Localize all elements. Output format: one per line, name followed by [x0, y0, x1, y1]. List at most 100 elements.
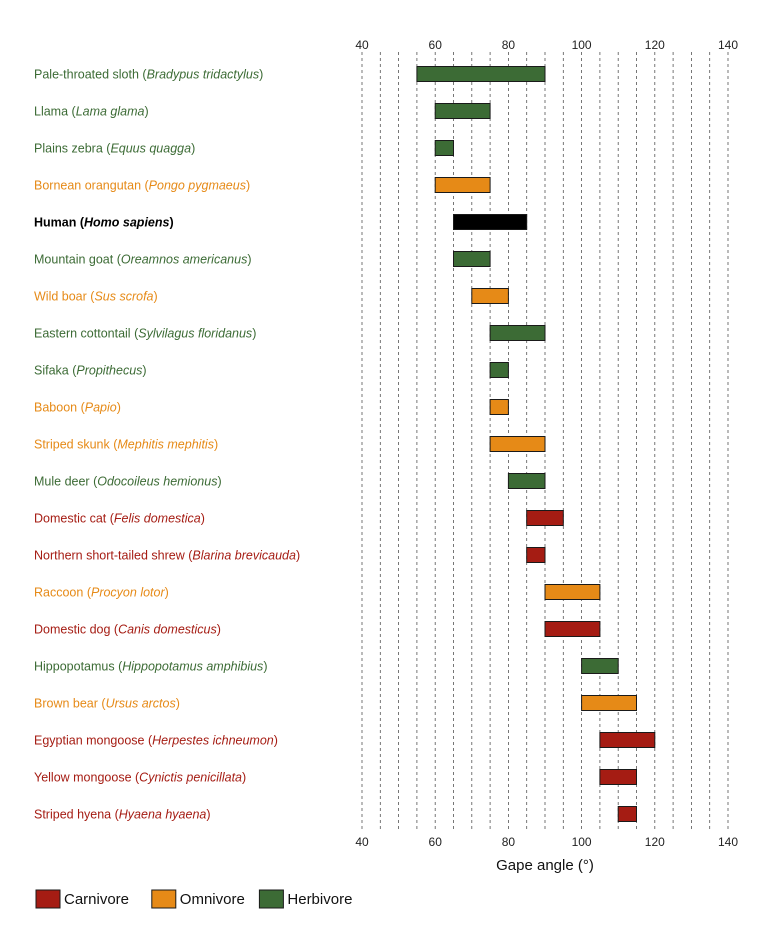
bottom-tick-label: 80 [502, 835, 516, 849]
paren-close: ) [252, 327, 256, 341]
paren-close: ) [246, 179, 250, 193]
paren-close: ) [214, 438, 218, 452]
common-name: Bornean orangutan [34, 179, 141, 193]
bar-baboon [489, 399, 509, 415]
legend-label-carnivore: Carnivore [64, 891, 129, 908]
scientific-name: Hyaena hyaena [119, 808, 207, 822]
scientific-name: Odocoileus hemionus [97, 475, 217, 489]
paren-close: ) [165, 586, 169, 600]
paren-open: ( [110, 438, 118, 452]
scientific-name: Lama glama [76, 105, 145, 119]
paren-close: ) [274, 734, 278, 748]
bottom-axis-ticks: 40 60 80 100 120 140 [355, 835, 738, 849]
species-label: Wild boar (Sus scrofa) [34, 290, 158, 304]
species-label: Striped skunk (Mephitis mephitis) [34, 438, 218, 452]
bar-pale-throated-sloth [416, 66, 546, 82]
top-tick-label: 60 [429, 38, 443, 52]
common-name: Wild boar [34, 290, 87, 304]
common-name: Domestic cat [34, 512, 107, 526]
common-name: Baboon [34, 401, 77, 415]
paren-close: ) [144, 105, 148, 119]
scientific-name: Hippopotamus amphibius [122, 660, 263, 674]
paren-close: ) [176, 697, 180, 711]
species-label: Plains zebra (Equus quagga) [34, 142, 195, 156]
species-label: Brown bear (Ursus arctos) [34, 697, 180, 711]
bar-wild-boar [471, 288, 509, 304]
scientific-name: Sylvilagus floridanus [138, 327, 252, 341]
paren-close: ) [201, 512, 205, 526]
paren-close: ) [242, 771, 246, 785]
paren-close: ) [217, 475, 221, 489]
common-name: Llama [34, 105, 68, 119]
paren-close: ) [191, 142, 195, 156]
paren-open: ( [69, 364, 77, 378]
paren-open: ( [113, 253, 121, 267]
paren-open: ( [103, 142, 111, 156]
scientific-name: Pongo pygmaeus [149, 179, 246, 193]
species-label: Northern short-tailed shrew (Blarina bre… [34, 549, 300, 563]
common-name: Yellow mongoose [34, 771, 132, 785]
paren-open: ( [185, 549, 193, 563]
paren-close: ) [296, 549, 300, 563]
scientific-name: Homo sapiens [84, 216, 169, 230]
paren-open: ( [139, 68, 147, 82]
species-label: Mule deer (Odocoileus hemionus) [34, 475, 222, 489]
legend-swatch-carnivore [35, 889, 61, 909]
common-name: Plains zebra [34, 142, 103, 156]
paren-open: ( [76, 216, 84, 230]
scientific-name: Oreamnos americanus [121, 253, 247, 267]
bottom-tick-label: 140 [718, 835, 738, 849]
top-tick-label: 140 [718, 38, 738, 52]
bar-llama [434, 103, 491, 119]
bottom-tick-label: 100 [572, 835, 592, 849]
bar-plains-zebra [434, 140, 455, 156]
top-tick-label: 100 [572, 38, 592, 52]
species-label: Domestic cat (Felis domestica) [34, 512, 205, 526]
scientific-name: Canis domesticus [118, 623, 217, 637]
common-name: Striped hyena [34, 808, 111, 822]
bar-yellow-mongoose [599, 769, 638, 785]
paren-close: ) [117, 401, 121, 415]
top-tick-label: 120 [645, 38, 665, 52]
bar-egyptian-mongoose [599, 732, 656, 748]
species-label: Domestic dog (Canis domesticus) [34, 623, 221, 637]
paren-open: ( [87, 290, 95, 304]
paren-open: ( [90, 475, 98, 489]
top-tick-label: 80 [502, 38, 516, 52]
common-name: Human [34, 216, 76, 230]
bar-striped-hyena [617, 806, 638, 822]
bar-striped-skunk [489, 436, 546, 452]
common-name: Domestic dog [34, 623, 110, 637]
species-label: Hippopotamus (Hippopotamus amphibius) [34, 660, 267, 674]
x-axis-title: Gape angle (°) [496, 857, 594, 874]
common-name: Eastern cottontail [34, 327, 131, 341]
species-label: Sifaka (Propithecus) [34, 364, 147, 378]
paren-open: ( [83, 586, 91, 600]
paren-open: ( [111, 808, 119, 822]
bottom-tick-label: 120 [645, 835, 665, 849]
species-label: Yellow mongoose (Cynictis penicillata) [34, 771, 246, 785]
species-label: Bornean orangutan (Pongo pygmaeus) [34, 179, 250, 193]
bar-bornean-orangutan [434, 177, 491, 193]
paren-open: ( [131, 327, 139, 341]
legend-swatch-herbivore [258, 889, 284, 909]
common-name: Mule deer [34, 475, 90, 489]
scientific-name: Propithecus [76, 364, 142, 378]
paren-close: ) [259, 68, 263, 82]
species-label: Striped hyena (Hyaena hyaena) [34, 808, 211, 822]
paren-close: ) [217, 623, 221, 637]
bottom-tick-label: 60 [429, 835, 443, 849]
scientific-name: Procyon lotor [91, 586, 165, 600]
scientific-name: Papio [85, 401, 117, 415]
paren-open: ( [145, 734, 153, 748]
bar-raccoon [544, 584, 601, 600]
species-label: Pale-throated sloth (Bradypus tridactylu… [34, 68, 263, 82]
bar-mountain-goat [453, 251, 491, 267]
bar-domestic-dog [544, 621, 601, 637]
common-name: Brown bear [34, 697, 98, 711]
scientific-name: Cynictis penicillata [139, 771, 242, 785]
paren-open: ( [106, 512, 114, 526]
range-bars [416, 66, 656, 822]
paren-open: ( [68, 105, 76, 119]
